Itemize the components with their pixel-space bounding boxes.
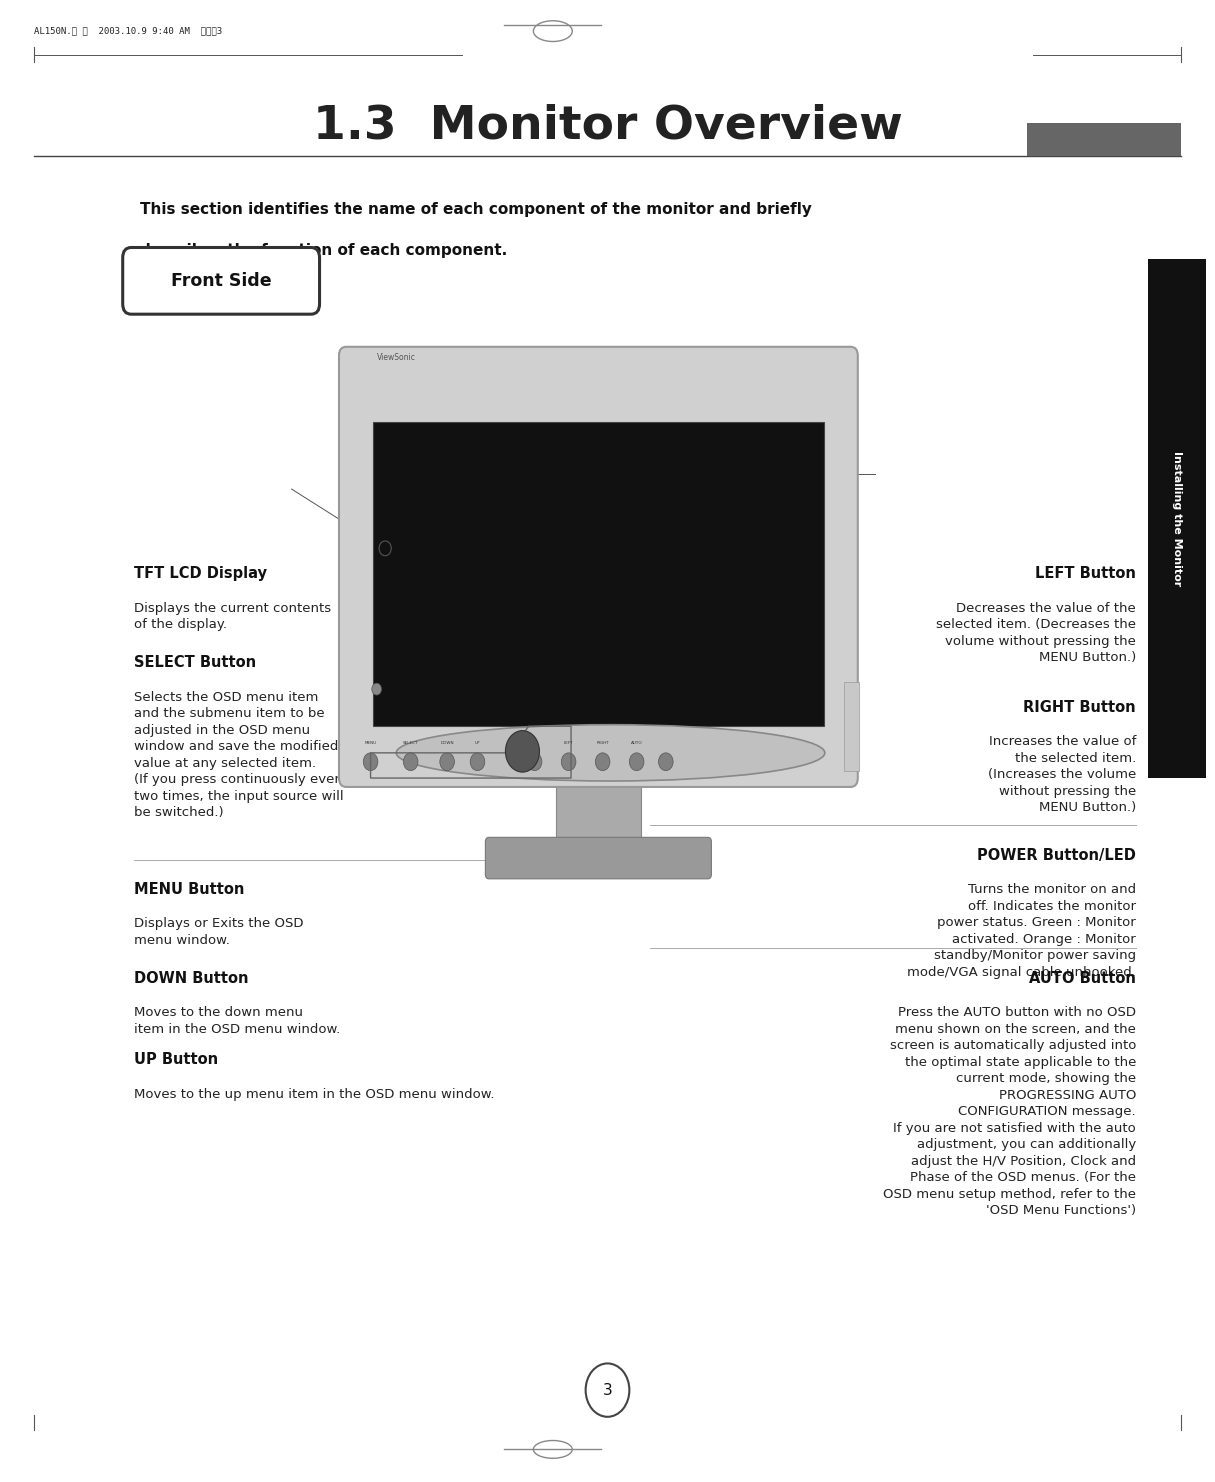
Circle shape: [659, 753, 673, 771]
Text: ViewSonic: ViewSonic: [377, 353, 416, 362]
Circle shape: [440, 753, 454, 771]
Text: UP Button: UP Button: [134, 1052, 217, 1067]
Circle shape: [561, 753, 576, 771]
Circle shape: [403, 753, 418, 771]
Circle shape: [527, 753, 542, 771]
Text: DOWN: DOWN: [440, 741, 454, 745]
Text: describes the function of each component.: describes the function of each component…: [140, 243, 507, 258]
Text: Moves to the up menu item in the OSD menu window.: Moves to the up menu item in the OSD men…: [134, 1088, 495, 1101]
Text: RIGHT: RIGHT: [597, 741, 609, 745]
Text: UP: UP: [475, 741, 480, 745]
Text: This section identifies the name of each component of the monitor and briefly: This section identifies the name of each…: [140, 202, 812, 216]
Text: Decreases the value of the
selected item. (Decreases the
volume without pressing: Decreases the value of the selected item…: [936, 602, 1136, 664]
FancyBboxPatch shape: [1027, 123, 1181, 156]
Circle shape: [595, 753, 610, 771]
Ellipse shape: [396, 725, 825, 781]
Circle shape: [470, 753, 485, 771]
FancyBboxPatch shape: [555, 778, 640, 852]
Text: MENU Button: MENU Button: [134, 882, 244, 897]
Text: Displays the current contents
of the display.: Displays the current contents of the dis…: [134, 602, 330, 631]
Circle shape: [586, 1363, 629, 1417]
Circle shape: [372, 683, 382, 695]
Text: AL150N.영 문  2003.10.9 9:40 AM  페이지3: AL150N.영 문 2003.10.9 9:40 AM 페이지3: [34, 27, 222, 36]
Text: Press the AUTO button with no OSD
menu shown on the screen, and the
screen is au: Press the AUTO button with no OSD menu s…: [883, 1006, 1136, 1217]
Text: DOWN Button: DOWN Button: [134, 971, 248, 986]
Text: Selects the OSD menu item
and the submenu item to be
adjusted in the OSD menu
wi: Selects the OSD menu item and the submen…: [134, 691, 347, 820]
Text: LEFT: LEFT: [564, 741, 573, 745]
Text: 1.3  Monitor Overview: 1.3 Monitor Overview: [312, 104, 903, 148]
FancyBboxPatch shape: [844, 682, 859, 771]
FancyBboxPatch shape: [373, 422, 824, 726]
Text: LEFT Button: LEFT Button: [1035, 566, 1136, 581]
Text: POWER Button/LED: POWER Button/LED: [977, 848, 1136, 863]
Text: Front Side: Front Side: [171, 271, 271, 290]
Text: AUTO: AUTO: [631, 741, 643, 745]
Text: Turns the monitor on and
off. Indicates the monitor
power status. Green : Monito: Turns the monitor on and off. Indicates …: [908, 883, 1136, 978]
FancyBboxPatch shape: [1148, 259, 1206, 778]
Text: Displays or Exits the OSD
menu window.: Displays or Exits the OSD menu window.: [134, 917, 304, 947]
FancyBboxPatch shape: [339, 347, 858, 787]
Text: RIGHT Button: RIGHT Button: [1023, 700, 1136, 714]
Text: SELECT Button: SELECT Button: [134, 655, 256, 670]
Text: Increases the value of
the selected item.
(Increases the volume
without pressing: Increases the value of the selected item…: [988, 735, 1136, 814]
Text: Moves to the down menu
item in the OSD menu window.: Moves to the down menu item in the OSD m…: [134, 1006, 340, 1036]
Text: SELECT: SELECT: [403, 741, 418, 745]
Circle shape: [629, 753, 644, 771]
Text: TFT LCD Display: TFT LCD Display: [134, 566, 266, 581]
Text: Installing the Monitor: Installing the Monitor: [1172, 451, 1182, 587]
Circle shape: [505, 731, 539, 772]
Text: AUTO Button: AUTO Button: [1029, 971, 1136, 986]
Circle shape: [363, 753, 378, 771]
FancyBboxPatch shape: [123, 247, 320, 314]
Text: MENU: MENU: [364, 741, 377, 745]
Text: 3: 3: [603, 1383, 612, 1398]
FancyBboxPatch shape: [485, 837, 711, 879]
